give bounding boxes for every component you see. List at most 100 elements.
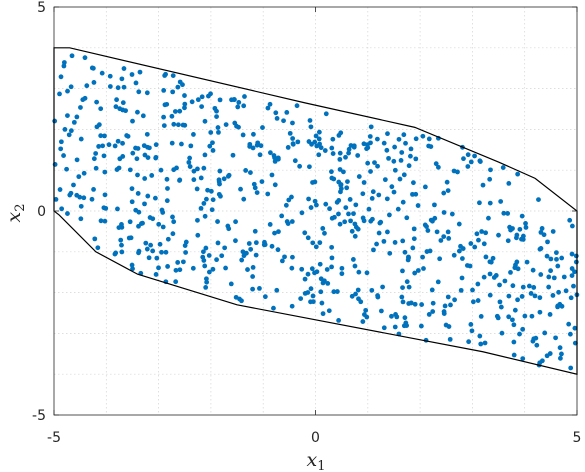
scatter-point — [487, 176, 493, 182]
scatter-point — [557, 345, 563, 351]
scatter-point — [391, 158, 397, 164]
scatter-point — [448, 302, 453, 308]
scatter-point — [329, 264, 334, 270]
scatter-point — [378, 308, 384, 314]
scatter-point — [253, 240, 259, 246]
scatter-point — [290, 120, 295, 126]
scatter-point — [394, 314, 400, 320]
scatter-point — [175, 122, 181, 128]
scatter-point — [559, 303, 565, 309]
scatter-point — [267, 222, 273, 227]
scatter-point — [119, 76, 125, 82]
scatter-point — [164, 198, 170, 204]
scatter-point — [210, 140, 215, 146]
scatter-point — [203, 245, 209, 251]
scatter-point — [544, 253, 550, 259]
scatter-point — [445, 229, 451, 235]
scatter-point — [102, 192, 108, 198]
scatter-point — [569, 223, 575, 229]
scatter-point — [156, 221, 162, 227]
x-axis-label: x1 — [307, 449, 326, 472]
scatter-point — [144, 131, 150, 137]
scatter-point — [78, 105, 83, 110]
scatter-point — [169, 113, 175, 119]
scatter-point — [345, 179, 350, 184]
scatter-point — [455, 169, 460, 175]
scatter-point — [170, 89, 176, 95]
scatter-point — [510, 283, 516, 289]
scatter-point — [180, 82, 185, 88]
scatter-point — [511, 339, 517, 345]
scatter-point — [559, 255, 565, 261]
scatter-point — [405, 257, 411, 263]
scatter-point — [533, 335, 539, 341]
scatter-point — [381, 140, 387, 146]
scatter-point — [400, 299, 406, 305]
scatter-point — [187, 155, 193, 161]
scatter-point — [119, 242, 124, 248]
scatter-point — [133, 207, 139, 213]
scatter-point — [52, 118, 58, 124]
scatter-point — [135, 191, 141, 196]
scatter-point — [468, 322, 474, 327]
scatter-point — [566, 321, 572, 327]
scatter-point — [217, 181, 222, 187]
scatter-point — [274, 116, 280, 121]
scatter-point — [499, 330, 505, 336]
scatter-point — [141, 143, 147, 149]
scatter-point — [551, 275, 557, 281]
scatter-point — [214, 114, 219, 119]
scatter-point — [558, 355, 563, 361]
scatter-point — [474, 231, 480, 237]
scatter-point — [187, 164, 193, 169]
scatter-point — [188, 143, 194, 149]
scatter-point — [204, 279, 210, 285]
scatter-point — [274, 287, 280, 293]
scatter-point — [257, 285, 262, 291]
scatter-point — [177, 108, 183, 114]
scatter-point — [546, 284, 552, 290]
scatter-point — [298, 296, 304, 302]
scatter-point — [361, 218, 367, 224]
scatter-point — [205, 187, 210, 193]
scatter-point — [107, 73, 113, 79]
scatter-point — [147, 215, 153, 220]
scatter-point — [101, 153, 107, 159]
scatter-point — [352, 233, 358, 239]
scatter-point — [150, 248, 156, 254]
scatter-point — [323, 111, 329, 117]
scatter-point — [461, 156, 466, 162]
scatter-point — [65, 211, 70, 216]
scatter-point — [130, 266, 135, 272]
scatter-point — [339, 271, 345, 277]
scatter-point — [98, 218, 104, 224]
scatter-point — [215, 240, 221, 246]
scatter-point — [250, 286, 256, 292]
scatter-point — [58, 139, 64, 145]
scatter-point — [236, 100, 242, 105]
scatter-point — [243, 168, 249, 173]
scatter-point — [355, 153, 361, 158]
scatter-point — [195, 97, 201, 103]
scatter-point — [326, 308, 332, 314]
scatter-point — [102, 218, 108, 224]
scatter-point — [413, 136, 419, 142]
scatter-point — [175, 84, 181, 90]
scatter-point — [458, 287, 464, 293]
scatter-point — [505, 238, 511, 244]
scatter-point — [251, 181, 257, 187]
scatter-point — [547, 351, 553, 356]
scatter-point — [573, 253, 579, 259]
scatter-point — [133, 145, 138, 151]
scatter-point — [324, 267, 330, 272]
y-axis-label-var: x — [3, 212, 25, 223]
scatter-point — [201, 249, 206, 255]
scatter-point — [337, 156, 343, 162]
scatter-point — [511, 352, 517, 358]
scatter-point — [408, 146, 414, 152]
scatter-point — [152, 195, 158, 201]
scatter-point — [276, 229, 281, 235]
convex-hull-polygon — [53, 47, 578, 375]
scatter-point — [411, 180, 416, 186]
